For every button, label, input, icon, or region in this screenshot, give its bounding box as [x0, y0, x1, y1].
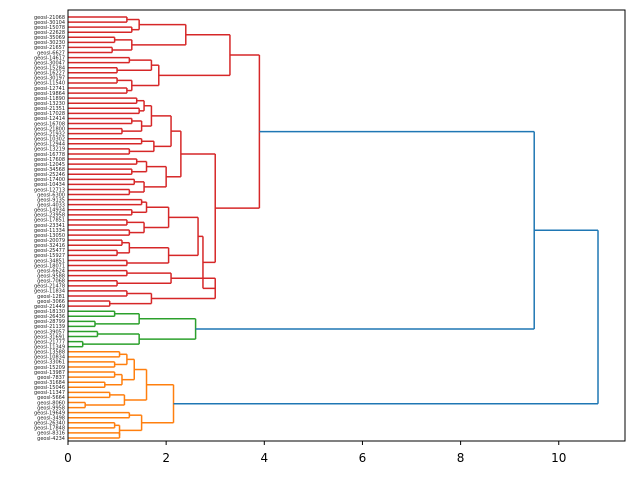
leaf-label: geosl-19864 — [34, 91, 65, 97]
leaf-label: geosl-17400 — [34, 177, 65, 183]
leaf-label: geosl-10834 — [34, 355, 65, 361]
leaf-label: geosl-31684 — [34, 380, 65, 386]
leaf-label: geosl-11349 — [34, 344, 65, 350]
leaf-label: geosl-11834 — [34, 289, 65, 295]
leaf-label: geosl-21478 — [34, 284, 65, 290]
leaf-label: geosl-12713 — [34, 187, 65, 193]
leaf-label: geosl-11334 — [34, 228, 65, 234]
leaf-label: geosl-17608 — [34, 157, 65, 163]
leaf-label: geosl-21777 — [34, 339, 65, 345]
leaf-label: geosl-30197 — [34, 76, 65, 82]
leaf-label: geosl-23958 — [34, 213, 65, 219]
leaf-label: geosl-16778 — [34, 152, 65, 158]
leaf-label: geosl-34568 — [34, 167, 65, 173]
leaf-label: geosl-31691 — [34, 334, 65, 340]
x-tick-label: 6 — [359, 451, 367, 465]
x-tick-label: 4 — [260, 451, 268, 465]
leaf-label: geosl-18071 — [34, 263, 65, 269]
leaf-label: geosl-7068 — [37, 279, 65, 285]
leaf-label: geosl-3066 — [37, 299, 65, 305]
leaf-label: geosl-15046 — [34, 385, 65, 391]
leaf-label: geosl-30230 — [34, 40, 65, 46]
leaf-label: geosl-13230 — [34, 101, 65, 107]
leaf-label: geosl-13987 — [34, 370, 65, 376]
leaf-label: geosl-21068 — [34, 15, 65, 21]
x-tick-label: 8 — [457, 451, 465, 465]
leaf-label: geosl-10434 — [34, 182, 65, 188]
leaf-label: geosl-17028 — [34, 111, 65, 117]
leaf-label: geosl-6627 — [37, 50, 65, 56]
leaf-label: geosl-18130 — [34, 309, 65, 315]
x-tick-label: 0 — [64, 451, 72, 465]
leaf-label: geosl-16227 — [34, 71, 65, 77]
leaf-label: geosl-22628 — [34, 30, 65, 36]
leaf-label: geosl-12414 — [34, 116, 65, 122]
leaf-label: geosl-23341 — [34, 223, 65, 229]
leaf-label: geosl-1281 — [37, 294, 65, 300]
leaf-label: geosl-12944 — [34, 142, 65, 148]
leaf-label: geosl-10302 — [34, 137, 65, 143]
leaf-label: geosl-32416 — [34, 243, 65, 249]
leaf-label: geosl-15209 — [34, 365, 65, 371]
leaf-label: geosl-5664 — [37, 395, 65, 401]
leaf-label: geosl-30047 — [34, 60, 65, 66]
leaf-label: geosl-21657 — [34, 45, 65, 51]
leaf-label: geosl-9588 — [37, 273, 65, 279]
leaf-label: geosl-6300 — [37, 192, 65, 198]
leaf-label: geosl-17848 — [34, 426, 65, 432]
leaf-label: geosl-4234 — [37, 436, 65, 442]
leaf-label: geosl-14934 — [34, 208, 65, 214]
leaf-label: geosl-14617 — [34, 55, 65, 61]
leaf-label: geosl-25477 — [34, 248, 65, 254]
leaf-label: geosl-9135 — [37, 197, 65, 203]
leaf-label: geosl-4033 — [37, 202, 65, 208]
leaf-label: geosl-21139 — [34, 324, 65, 330]
leaf-label: geosl-25246 — [34, 172, 65, 178]
leaf-label: geosl-13588 — [34, 350, 65, 356]
leaf-label: geosl-34851 — [34, 258, 65, 264]
dendrogram-links — [68, 16, 599, 439]
leaf-label: geosl-20079 — [34, 238, 65, 244]
leaf-label: geosl-39057 — [34, 329, 65, 335]
leaf-label: geosl-11540 — [34, 81, 65, 87]
leaf-label: geosl-35069 — [34, 35, 65, 41]
x-tick-label: 10 — [551, 451, 566, 465]
leaf-label: geosl-30104 — [34, 20, 65, 26]
leaf-label: geosl-21800 — [34, 126, 65, 132]
leaf-label: geosl-12045 — [34, 162, 65, 168]
x-axis: 0 2 4 6 8 10 — [64, 441, 566, 465]
leaf-label: geosl-17851 — [34, 218, 65, 224]
leaf-label: geosl-15078 — [34, 25, 65, 31]
leaf-label: geosl-15284 — [34, 66, 65, 72]
leaf-label: geosl-9958 — [37, 405, 65, 411]
leaf-label: geosl-26436 — [34, 314, 65, 320]
leaf-label: geosl-19649 — [34, 410, 65, 416]
leaf-label: geosl-12741 — [34, 86, 65, 92]
leaf-label: geosl-28799 — [34, 319, 65, 325]
leaf-label: geosl-8060 — [37, 400, 65, 406]
leaf-label: geosl-8316 — [37, 431, 65, 437]
leaf-label: geosl-6624 — [37, 268, 65, 274]
leaf-label: geosl-33061 — [34, 360, 65, 366]
leaf-label: geosl-16708 — [34, 121, 65, 127]
leaf-label: geosl-11890 — [34, 96, 65, 102]
leaf-label: geosl-21932 — [34, 131, 65, 137]
leaf-label: geosl-7837 — [37, 375, 65, 381]
leaf-label: geosl-21449 — [34, 304, 65, 310]
leaf-label: geosl-15927 — [34, 253, 65, 259]
leaf-label: geosl-21351 — [34, 106, 65, 112]
leaf-label: geosl-26340 — [34, 421, 65, 427]
plot-frame — [67, 9, 626, 442]
x-tick-label: 2 — [162, 451, 170, 465]
leaf-label: geosl-13219 — [34, 147, 65, 153]
leaf-label: geosl-3498 — [37, 416, 65, 422]
leaf-labels: geosl-21068geosl-30104geosl-15078geosl-2… — [34, 15, 65, 442]
leaf-label: geosl-13050 — [34, 233, 65, 239]
leaf-label: geosl-11347 — [34, 390, 65, 396]
